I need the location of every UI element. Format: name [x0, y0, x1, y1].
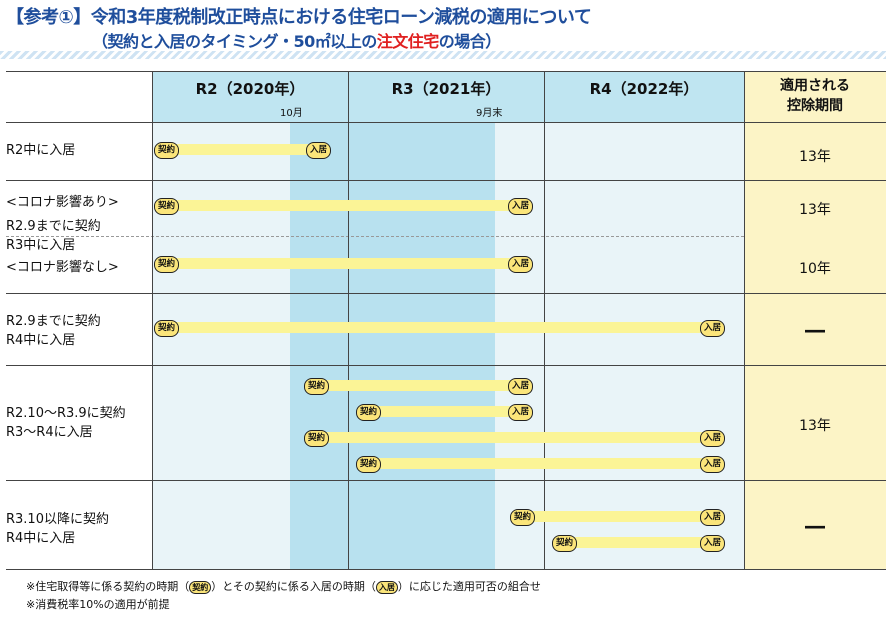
timeline-bar: [164, 200, 518, 211]
header-r3: R3（2021年） 9月末: [348, 71, 544, 122]
header-r3-label: R3（2021年）: [391, 80, 501, 98]
row2-label-line2: R2.9までに契約: [6, 219, 101, 234]
timeline-bar: [566, 537, 710, 548]
grid-vline-deduction: [744, 71, 745, 569]
row5-period: 13年: [799, 418, 831, 434]
header-deduction-line2: 控除期間: [787, 98, 843, 114]
timeline-bar: [164, 144, 320, 155]
contract-marker: 契約: [154, 256, 180, 273]
header-r2-label: R2（2020年）: [195, 80, 305, 98]
timeline-bar: [164, 258, 518, 269]
move-in-marker: 入居: [700, 456, 726, 473]
timeline-bar: [368, 406, 518, 417]
row3-period: 10年: [799, 261, 831, 277]
timeline-bar: [368, 458, 710, 469]
timeline-bar: [164, 322, 710, 333]
header-r3-sub: 9月末: [476, 108, 503, 119]
deduction-column-bg: [744, 71, 886, 569]
grid-line-header: [6, 122, 886, 123]
grid-line-row4: [6, 365, 886, 366]
footnote-1-post: ）に応じた適用可否の組合せ: [397, 580, 541, 593]
row6-label-line1: R3.10以降に契約: [6, 512, 109, 527]
move-in-marker: 入居: [508, 198, 534, 215]
header-r4-label: R4（2022年）: [589, 80, 699, 98]
row4-label-line2: R4中に入居: [6, 333, 76, 348]
row5-label-line2: R3～R4に入居: [6, 425, 93, 440]
row5-label-line1: R2.10～R3.9に契約: [6, 406, 126, 421]
grid-line-row3: [6, 293, 886, 294]
page-title: 【参考①】令和3年度税制改正時点における住宅ローン減税の適用について: [6, 7, 592, 28]
grid-line-row5: [6, 480, 886, 481]
row3-label-line2: <コロナ影響なし>: [6, 260, 119, 275]
contract-marker: 契約: [304, 430, 330, 447]
row4-period: ―: [805, 318, 825, 342]
header-r2: R2（2020年） 10月: [152, 71, 348, 122]
move-in-marker: 入居: [700, 509, 726, 526]
row4-label-line1: R2.9までに契約: [6, 314, 101, 329]
footnote-1-pre: ※住宅取得等に係る契約の時期（: [26, 580, 190, 593]
row1-period: 13年: [799, 149, 831, 165]
subtitle-pre: （契約と入居のタイミング・50㎡以上の: [92, 32, 377, 51]
row3-label-line1: R3中に入居: [6, 238, 76, 253]
timeline-bar: [314, 432, 710, 443]
grid-line-bottom: [6, 569, 886, 570]
contract-marker: 契約: [356, 456, 382, 473]
footnote-2: ※消費税率10%の適用が前提: [26, 598, 170, 611]
grid-line-top: [6, 71, 886, 72]
footnote-move-in-marker: 入居: [375, 581, 398, 594]
contract-marker: 契約: [154, 198, 180, 215]
grid-vline-label: [152, 71, 153, 569]
move-in-marker: 入居: [508, 256, 534, 273]
grid-line-row1: [6, 180, 886, 181]
subtitle-post: の場合）: [438, 32, 502, 51]
row6-label-line2: R4中に入居: [6, 531, 76, 546]
grid-vline-r3r4: [544, 71, 545, 569]
footnote-contract-marker: 契約: [189, 581, 212, 594]
header-r4: R4（2022年）: [544, 71, 744, 122]
footnote-1-mid: ）とその契約に係る入居の時期（: [211, 580, 376, 593]
header-deduction-line1: 適用される: [780, 78, 850, 94]
timeline-bar: [522, 511, 710, 522]
timeline-bar: [314, 380, 518, 391]
subtitle-highlight: 注文住宅: [376, 32, 440, 51]
move-in-marker: 入居: [508, 378, 534, 395]
move-in-marker: 入居: [700, 320, 726, 337]
row6-period: ―: [805, 514, 825, 538]
r2-late-band: [290, 122, 348, 569]
footnote-1: ※住宅取得等に係る契約の時期（ 契約 ）とその契約に係る入居の時期（ 入居 ）に応じた適…: [26, 578, 541, 594]
page-subtitle: （契約と入居のタイミング・50㎡以上の注文住宅の場合）: [92, 28, 501, 52]
title-divider-stripe: [0, 51, 886, 59]
row2-period: 13年: [799, 202, 831, 218]
contract-marker: 契約: [356, 404, 382, 421]
contract-marker: 契約: [304, 378, 330, 395]
row2-label-line1: <コロナ影響あり>: [6, 195, 119, 210]
header-r2-sub: 10月: [280, 108, 303, 119]
contract-marker: 契約: [154, 142, 180, 159]
contract-marker: 契約: [510, 509, 536, 526]
contract-marker: 契約: [552, 535, 578, 552]
contract-marker: 契約: [154, 320, 180, 337]
move-in-marker: 入居: [508, 404, 534, 421]
grid-vline-r2r3: [348, 71, 349, 569]
move-in-marker: 入居: [306, 142, 332, 159]
move-in-marker: 入居: [700, 430, 726, 447]
grid-line-row2-dashed: [6, 236, 744, 238]
move-in-marker: 入居: [700, 535, 726, 552]
r3-band: [348, 122, 495, 569]
row1-label: R2中に入居: [6, 143, 76, 158]
